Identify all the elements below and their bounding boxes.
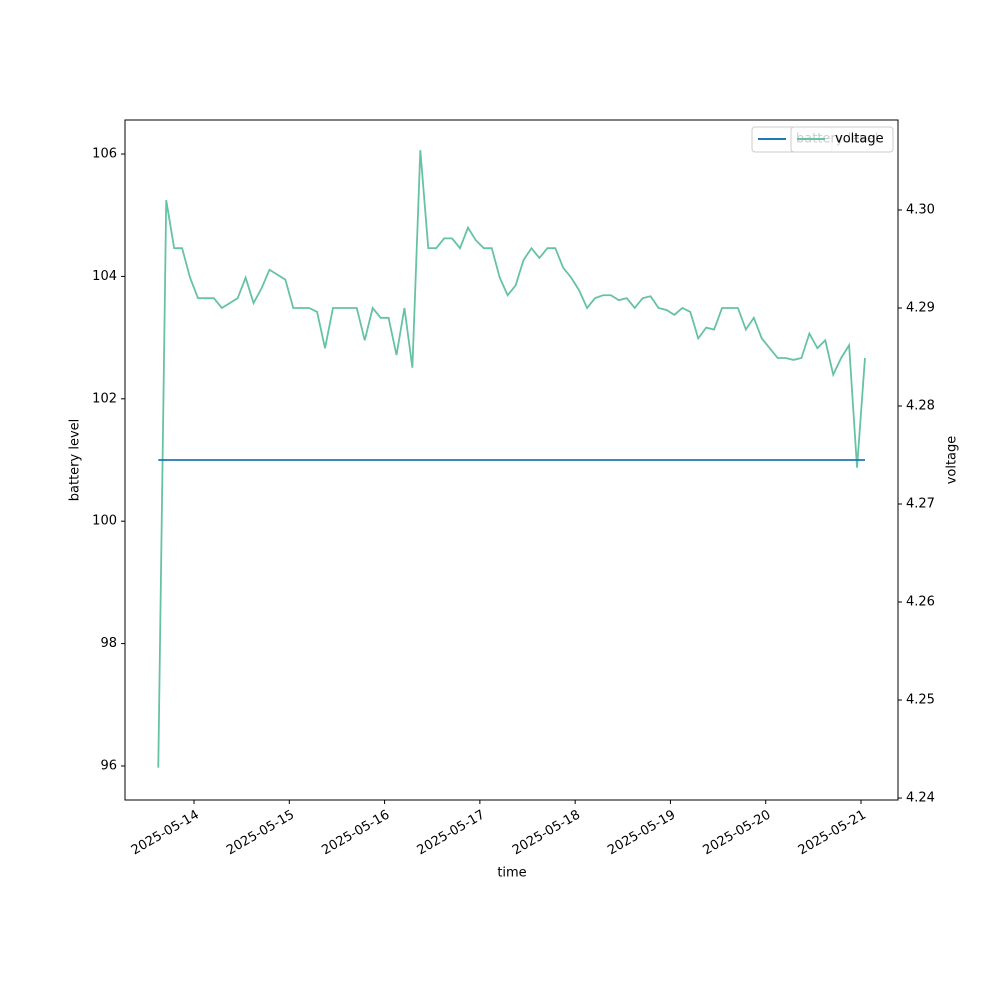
- y-tick-label: 104: [92, 269, 117, 284]
- y2-tick-label: 4.29: [906, 300, 935, 315]
- y-tick-label: 96: [100, 758, 117, 773]
- y-tick-label: 98: [100, 636, 117, 651]
- y-axis-label: battery level: [68, 419, 83, 502]
- y-tick-label: 100: [92, 514, 117, 529]
- y2-tick-label: 4.25: [906, 693, 935, 708]
- y-tick-label: 106: [92, 147, 117, 162]
- y2-tick-label: 4.26: [906, 595, 935, 610]
- y2-tick-label: 4.24: [906, 791, 935, 806]
- legend-box: [790, 126, 894, 153]
- legend-label: voltage: [835, 132, 884, 147]
- y2-tick-label: 4.30: [906, 202, 935, 217]
- y2-tick-label: 4.28: [906, 398, 935, 413]
- y-tick-label: 102: [92, 391, 117, 406]
- line-series: [157, 150, 866, 768]
- y2-tick-label: 4.27: [906, 497, 935, 512]
- plot-frame: [124, 119, 899, 801]
- y2-axis-label: voltage: [945, 436, 960, 485]
- x-axis-label: time: [497, 866, 526, 881]
